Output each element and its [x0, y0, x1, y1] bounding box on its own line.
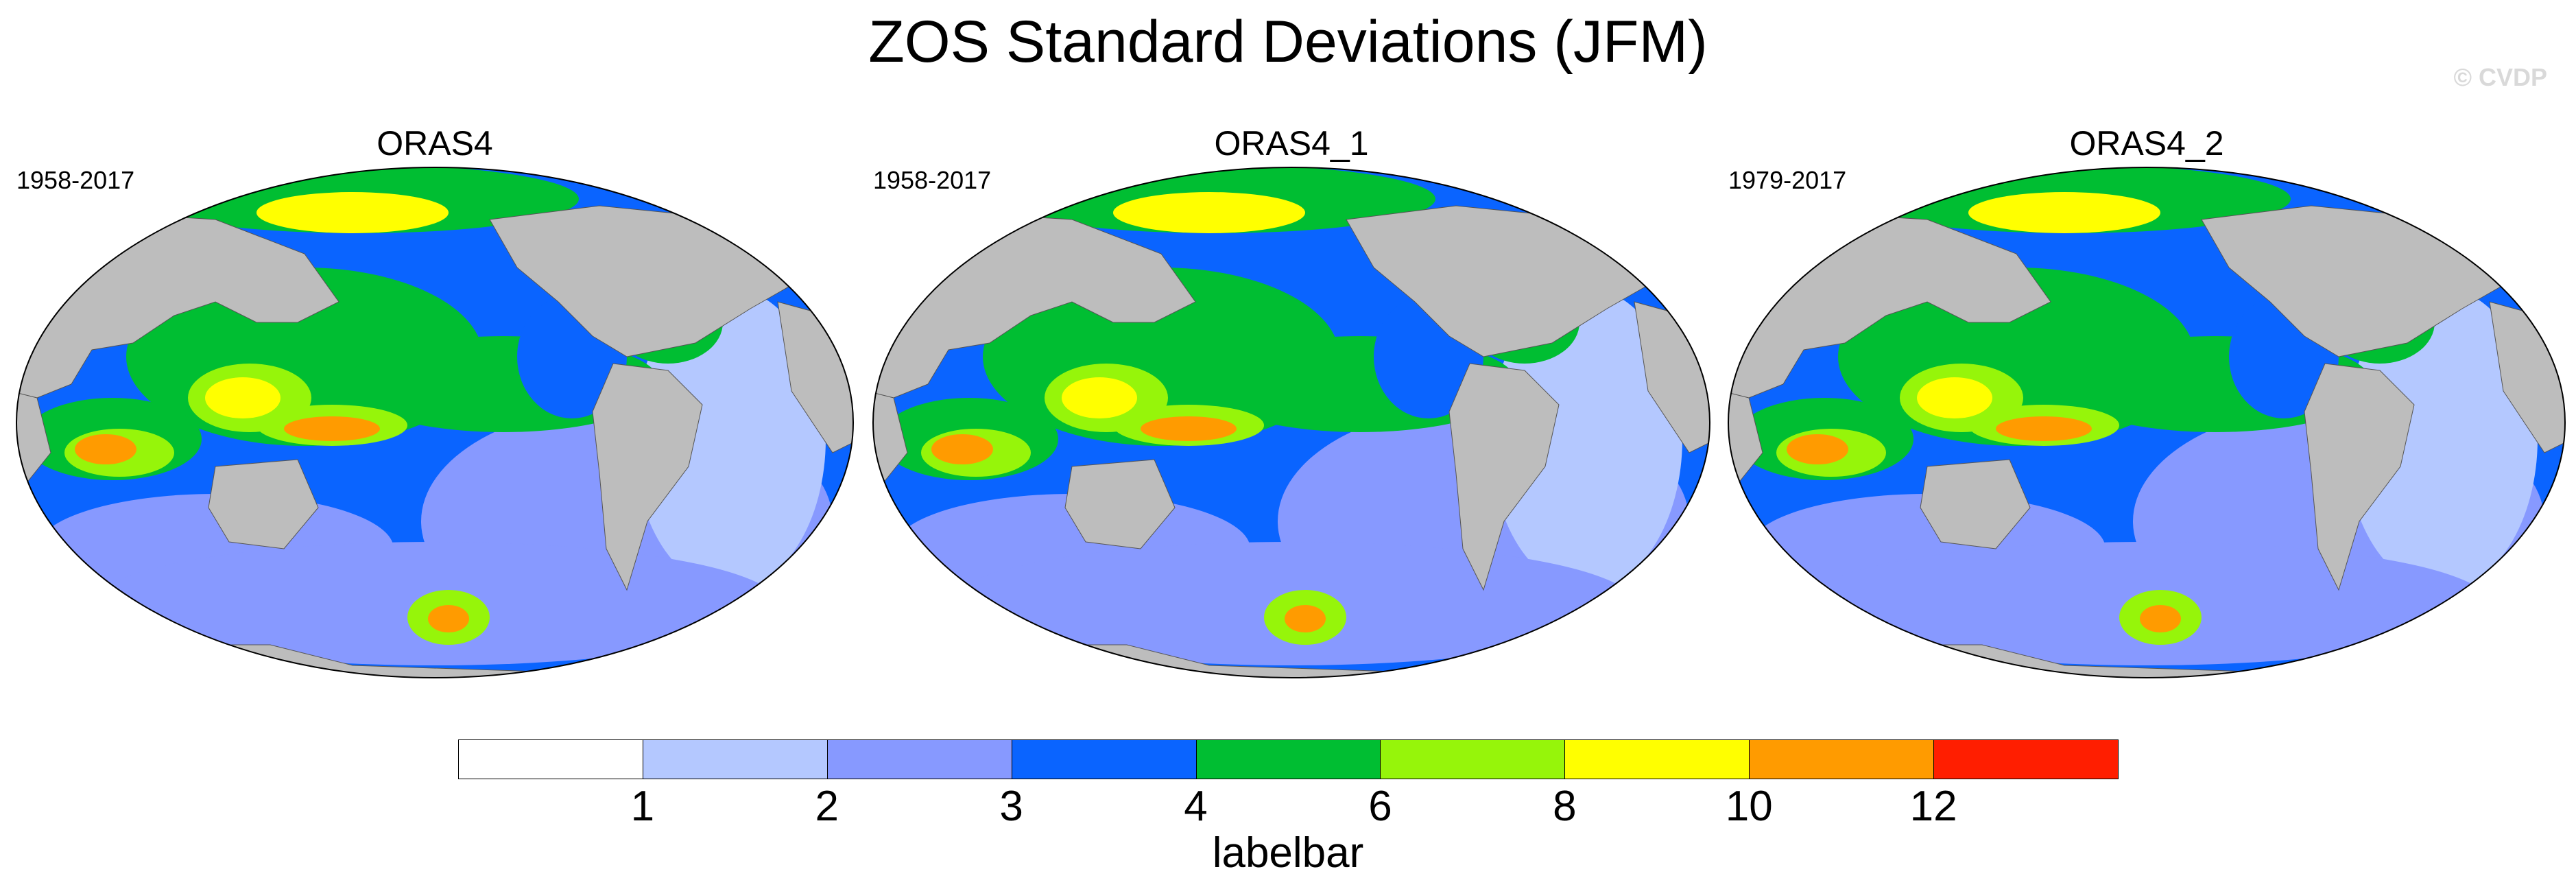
colorbar-box: [1011, 739, 1197, 779]
colorbar-box: [1749, 739, 1935, 779]
colorbar: [458, 739, 2119, 781]
copyright-label: © CVDP: [2453, 63, 2547, 91]
field-region: [1490, 288, 1682, 590]
figure-title: ZOS Standard Deviations (JFM): [868, 9, 1708, 75]
field-region: [1285, 605, 1326, 632]
field-region: [284, 416, 380, 441]
colorbar-tick-label: 1: [630, 783, 655, 830]
landmass: [1064, 459, 1176, 549]
field-region: [1787, 434, 1848, 464]
field-region: [75, 434, 136, 464]
colorbar-tick-label: 10: [1725, 783, 1773, 830]
landmass: [1448, 363, 1560, 591]
colorbar-box: [1564, 739, 1750, 779]
colorbar-tick-label: 4: [1184, 783, 1208, 830]
colorbar-tick-label: 3: [999, 783, 1023, 830]
colorbar-box: [1195, 739, 1381, 779]
landmass: [208, 459, 319, 549]
panel-period: 1958-2017: [873, 166, 992, 194]
colorbar-box: [826, 739, 1012, 779]
panel-title: ORAS4: [377, 124, 493, 163]
field-region: [1141, 416, 1237, 441]
field-region: [634, 288, 826, 590]
panel-title: ORAS4_1: [1214, 124, 1369, 163]
colorbar-title: labelbar: [1212, 829, 1364, 877]
panel-period: 1979-2017: [1728, 166, 1847, 194]
field-region: [1062, 377, 1137, 418]
field-region: [1113, 192, 1305, 233]
map-svg: [1728, 167, 2566, 678]
colorbar-box: [1933, 739, 2119, 779]
field-region: [1968, 192, 2160, 233]
field-region: [2346, 288, 2538, 590]
map-panel-2: ORAS4_1 1958-2017: [866, 117, 1717, 693]
field-region: [931, 434, 993, 464]
landmass: [592, 363, 703, 591]
colorbar-box: [458, 739, 643, 779]
map-border: [1728, 167, 2566, 678]
colorbar-ticks: 1 2 3 4 6 8 10 12: [0, 782, 2576, 830]
colorbar-tick-label: 12: [1909, 783, 1957, 830]
field-region: [257, 192, 449, 233]
panel-title: ORAS4_2: [2069, 124, 2224, 163]
field-region: [2140, 605, 2181, 632]
landmass: [1920, 459, 2031, 549]
map-svg: [872, 167, 1710, 678]
colorbar-box: [642, 739, 828, 779]
field-region: [428, 605, 469, 632]
colorbar-tick-label: 8: [1553, 783, 1577, 830]
map-svg: [16, 167, 854, 678]
map-panel-3: ORAS4_2 1979-2017: [1721, 117, 2572, 693]
field-region: [205, 377, 281, 418]
colorbar-box: [1380, 739, 1566, 779]
field-region: [1917, 377, 1992, 418]
map-border: [872, 167, 1710, 678]
colorbar-tick-label: 2: [815, 783, 839, 830]
map-panel-1: ORAS4 1958-2017: [10, 117, 860, 693]
colorbar-tick-label: 6: [1368, 783, 1392, 830]
panel-period: 1958-2017: [16, 166, 135, 194]
field-region: [1996, 416, 2092, 441]
landmass: [2304, 363, 2415, 591]
map-border: [16, 167, 854, 678]
